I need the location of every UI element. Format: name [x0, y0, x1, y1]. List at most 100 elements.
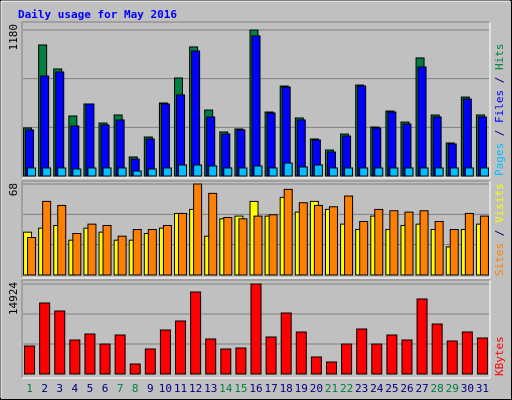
- bar: [389, 210, 399, 276]
- legend-separator: /: [493, 123, 506, 143]
- legend-entry: KBytes: [493, 336, 506, 376]
- y-tick-label: 68: [7, 183, 20, 196]
- bar: [42, 167, 52, 177]
- bar: [356, 328, 368, 375]
- x-tick-label: 26: [400, 382, 413, 395]
- bar: [117, 235, 127, 276]
- bar: [359, 167, 369, 177]
- bar: [298, 166, 308, 177]
- bar: [419, 210, 429, 276]
- bar: [325, 361, 337, 375]
- bar: [477, 116, 487, 177]
- bar: [57, 167, 67, 177]
- bar: [42, 200, 52, 276]
- bar: [87, 223, 97, 276]
- legend: Pages / Files / Hits: [493, 44, 506, 177]
- bar: [371, 343, 383, 375]
- bar: [57, 204, 67, 276]
- bar: [341, 343, 353, 375]
- x-tick-label: 16: [249, 382, 262, 395]
- bar: [160, 103, 170, 177]
- x-tick-label: 18: [280, 382, 293, 395]
- bar: [238, 218, 248, 276]
- bar: [464, 212, 474, 276]
- legend: KBytes: [493, 336, 506, 376]
- bar: [84, 333, 96, 375]
- bar: [132, 229, 142, 276]
- bar: [132, 170, 142, 177]
- bar: [176, 94, 186, 177]
- bar: [374, 208, 384, 276]
- x-tick-label: 31: [476, 382, 489, 395]
- bar: [419, 167, 429, 177]
- x-tick-label: 6: [102, 382, 109, 395]
- bar: [147, 168, 157, 177]
- bar: [313, 204, 323, 276]
- bar: [449, 229, 459, 276]
- bar: [238, 167, 248, 177]
- x-tick-label: 14: [219, 382, 233, 395]
- bar: [449, 167, 459, 177]
- bar: [85, 103, 95, 177]
- bar: [208, 165, 218, 177]
- bar: [159, 329, 171, 375]
- bar: [54, 310, 66, 375]
- x-tick-label: 25: [385, 382, 398, 395]
- chart-title: Daily usage for May 2016: [18, 8, 177, 21]
- bar: [178, 212, 188, 276]
- bar: [268, 167, 278, 177]
- y-tick-label: 1180: [7, 24, 20, 51]
- bar: [191, 50, 201, 177]
- bar: [266, 112, 276, 177]
- bar: [432, 116, 442, 177]
- bar: [298, 202, 308, 276]
- x-tick-label: 4: [72, 382, 79, 395]
- bar: [283, 188, 293, 276]
- x-tick-label: 3: [56, 382, 63, 395]
- bar: [387, 111, 397, 177]
- x-tick-label: 17: [264, 382, 277, 395]
- bar: [147, 229, 157, 276]
- bar: [129, 363, 141, 375]
- bar: [223, 167, 233, 177]
- bar: [39, 302, 51, 375]
- bar: [310, 356, 322, 375]
- bar: [162, 167, 172, 177]
- x-tick-label: 22: [340, 382, 353, 395]
- x-tick-label: 11: [174, 382, 187, 395]
- bar: [434, 167, 444, 177]
- x-tick-label: 21: [325, 382, 338, 395]
- bar: [72, 168, 82, 177]
- x-tick-label: 10: [159, 382, 172, 395]
- x-tick-label: 30: [461, 382, 474, 395]
- bar: [27, 167, 37, 177]
- bar: [417, 66, 427, 177]
- x-tick-label: 9: [147, 382, 154, 395]
- bar: [114, 334, 126, 375]
- bar: [328, 167, 338, 177]
- bar: [250, 283, 262, 375]
- bar: [205, 338, 217, 375]
- bar: [389, 167, 399, 177]
- bar: [295, 331, 307, 375]
- x-tick-label: 12: [189, 382, 202, 395]
- bar: [313, 164, 323, 177]
- bar: [464, 167, 474, 177]
- bar: [102, 167, 112, 177]
- bar: [404, 167, 414, 177]
- bar: [27, 237, 37, 276]
- x-tick-label: 7: [117, 382, 124, 395]
- bar: [117, 167, 127, 177]
- bar: [462, 98, 472, 177]
- bar: [280, 312, 292, 375]
- bar: [178, 164, 188, 177]
- bar: [479, 215, 489, 276]
- x-tick-label: 19: [295, 382, 308, 395]
- bar: [193, 164, 203, 177]
- bar: [235, 347, 247, 375]
- x-tick-label: 15: [234, 382, 247, 395]
- bar: [479, 167, 489, 177]
- bar: [162, 224, 172, 276]
- bar: [208, 192, 218, 276]
